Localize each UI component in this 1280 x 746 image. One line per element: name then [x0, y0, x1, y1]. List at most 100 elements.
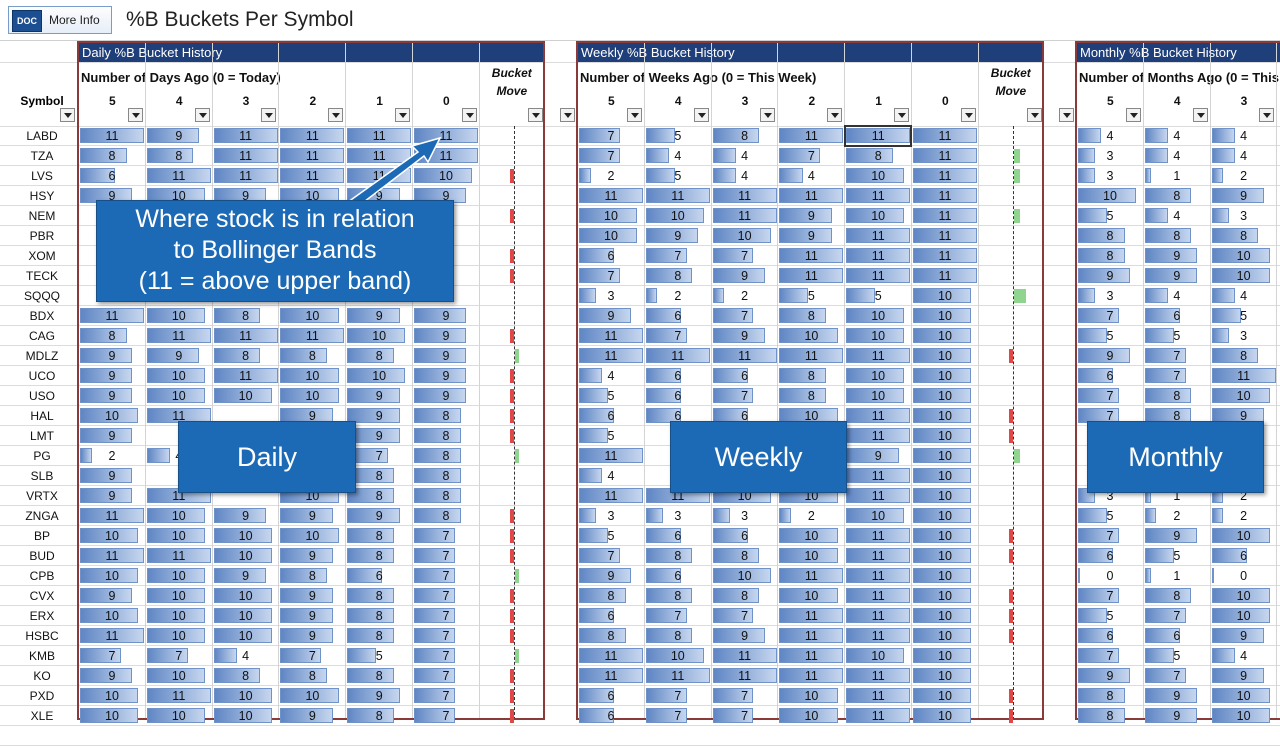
daily-bucket-value[interactable]: 9	[375, 309, 383, 323]
daily-bucket-value[interactable]: 11	[105, 509, 119, 523]
weekly-bucket-value[interactable]: 10	[938, 569, 952, 583]
monthly-bucket-value[interactable]: 4	[1240, 289, 1248, 303]
monthly-bucket-value[interactable]: 10	[1236, 249, 1251, 263]
weekly-bucket-value[interactable]: 11	[871, 589, 885, 603]
weekly-bucket-value[interactable]: 10	[737, 569, 752, 583]
weekly-bucket-value[interactable]: 10	[938, 709, 952, 723]
daily-bucket-value[interactable]: 9	[108, 349, 116, 363]
weekly-bucket-value[interactable]: 7	[607, 149, 615, 163]
weekly-bucket-value[interactable]: 4	[807, 169, 815, 183]
daily-bucket-value[interactable]: 10	[238, 549, 253, 563]
weekly-bucket-value[interactable]: 11	[871, 229, 885, 243]
monthly-bucket-value[interactable]: 6	[1106, 549, 1114, 563]
selected-cell[interactable]	[844, 125, 912, 147]
weekly-bucket-value[interactable]: 9	[807, 229, 815, 243]
monthly-bucket-value[interactable]: 7	[1106, 389, 1114, 403]
daily-bucket-value[interactable]: 11	[105, 629, 119, 643]
monthly-bucket-value[interactable]: 9	[1240, 629, 1248, 643]
weekly-bucket-value[interactable]: 6	[741, 369, 749, 383]
weekly-bucket-value[interactable]: 8	[741, 549, 749, 563]
weekly-bucket-value[interactable]: 6	[674, 309, 682, 323]
weekly-bucket-value[interactable]: 11	[871, 689, 885, 703]
weekly-bucket-value[interactable]: 11	[804, 649, 818, 663]
weekly-bucket-value[interactable]: 3	[607, 509, 615, 523]
weekly-bucket-value[interactable]: 10	[938, 549, 952, 563]
weekly-bucket-value[interactable]: 11	[871, 249, 885, 263]
daily-filter-dropdown-icon[interactable]	[395, 108, 410, 122]
monthly-bucket-value[interactable]: 8	[1106, 249, 1114, 263]
monthly-filter-dropdown-icon[interactable]	[1125, 108, 1141, 122]
monthly-bucket-value[interactable]: 0	[1240, 569, 1248, 583]
weekly-bucket-value[interactable]: 11	[671, 669, 685, 683]
weekly-bucket-value[interactable]: 11	[871, 489, 885, 503]
weekly-bucket-value[interactable]: 10	[938, 309, 952, 323]
monthly-bucket-value[interactable]: 9	[1173, 529, 1181, 543]
monthly-bucket-value[interactable]: 8	[1240, 349, 1248, 363]
monthly-bucket-value[interactable]: 5	[1173, 649, 1181, 663]
symbol-cell[interactable]: CPB	[29, 569, 55, 583]
monthly-bucket-value[interactable]: 2	[1240, 509, 1248, 523]
daily-bucket-value[interactable]: 11	[305, 329, 319, 343]
monthly-bucket-value[interactable]: 9	[1240, 409, 1248, 423]
daily-bucket-value[interactable]: 11	[105, 549, 119, 563]
symbol-filter-dropdown-icon[interactable]	[60, 108, 75, 122]
daily-bucket-value[interactable]: 4	[242, 649, 250, 663]
daily-bucket-value[interactable]: 10	[238, 629, 253, 643]
daily-bucket-value[interactable]: 11	[172, 689, 186, 703]
symbol-cell[interactable]: USO	[28, 389, 55, 403]
weekly-bucket-value[interactable]: 4	[741, 169, 749, 183]
monthly-bucket-value[interactable]: 2	[1173, 509, 1181, 523]
daily-bucket-value[interactable]: 10	[171, 509, 186, 523]
weekly-bucket-value[interactable]: 11	[871, 129, 885, 143]
more-info-button[interactable]: DOC More Info	[8, 6, 112, 34]
monthly-bucket-value[interactable]: 9	[1173, 709, 1181, 723]
monthly-bucket-value[interactable]: 5	[1106, 509, 1114, 523]
symbol-cell[interactable]: HAL	[30, 409, 54, 423]
monthly-bucket-value[interactable]: 6	[1106, 629, 1114, 643]
monthly-bucket-value[interactable]: 7	[1173, 669, 1181, 683]
daily-bucket-value[interactable]: 10	[105, 529, 119, 543]
weekly-bucket-value[interactable]: 6	[607, 409, 615, 423]
daily-bucket-value[interactable]: 9	[175, 129, 183, 143]
monthly-bucket-value[interactable]: 3	[1106, 489, 1114, 503]
weekly-bucket-value[interactable]: 11	[938, 129, 952, 143]
weekly-bucket-value[interactable]: 10	[938, 329, 952, 343]
weekly-bucket-value[interactable]: 6	[674, 389, 682, 403]
weekly-filter-dropdown-icon[interactable]	[693, 108, 709, 122]
weekly-bucket-value[interactable]: 11	[871, 269, 885, 283]
weekly-bucket-value[interactable]: 11	[804, 129, 818, 143]
daily-bucket-value[interactable]: 9	[108, 669, 116, 683]
weekly-bucket-value[interactable]: 11	[804, 609, 818, 623]
monthly-bucket-value[interactable]: 3	[1106, 149, 1114, 163]
weekly-bucket-value[interactable]: 11	[804, 349, 818, 363]
daily-bucket-value[interactable]: 9	[108, 369, 116, 383]
weekly-bucket-value[interactable]: 11	[804, 629, 818, 643]
weekly-bucket-value[interactable]: 11	[938, 189, 952, 203]
daily-bucket-value[interactable]: 11	[305, 149, 319, 163]
weekly-bucket-value[interactable]: 11	[604, 489, 618, 503]
weekly-bucket-value[interactable]: 11	[871, 409, 885, 423]
weekly-bucket-value[interactable]: 10	[804, 529, 819, 543]
monthly-bucket-value[interactable]: 7	[1173, 349, 1181, 363]
daily-bucket-value[interactable]: 8	[242, 309, 250, 323]
monthly-bucket-value[interactable]: 8	[1106, 709, 1114, 723]
daily-bucket-value[interactable]: 11	[239, 329, 253, 343]
daily-bucket-value[interactable]: 6	[375, 569, 383, 583]
weekly-bucket-value[interactable]: 11	[938, 229, 952, 243]
daily-bucket-value[interactable]: 9	[375, 509, 383, 523]
monthly-bucket-value[interactable]: 7	[1106, 529, 1114, 543]
symbol-cell[interactable]: HSY	[29, 189, 55, 203]
symbol-cell[interactable]: CAG	[28, 329, 55, 343]
weekly-bucket-value[interactable]: 10	[871, 169, 886, 183]
weekly-bucket-value[interactable]: 10	[938, 469, 952, 483]
weekly-bucket-value[interactable]: 11	[604, 329, 618, 343]
monthly-bucket-value[interactable]: 7	[1106, 649, 1114, 663]
daily-bucket-value[interactable]: 8	[375, 549, 383, 563]
daily-bucket-value[interactable]: 8	[175, 149, 183, 163]
weekly-bucket-value[interactable]: 11	[604, 449, 618, 463]
symbol-cell[interactable]: LVS	[31, 169, 53, 183]
monthly-bucket-value[interactable]: 5	[1173, 549, 1181, 563]
daily-bucket-value[interactable]: 9	[175, 349, 183, 363]
daily-bucket-value[interactable]: 9	[108, 389, 116, 403]
monthly-bucket-value[interactable]: 7	[1173, 609, 1181, 623]
